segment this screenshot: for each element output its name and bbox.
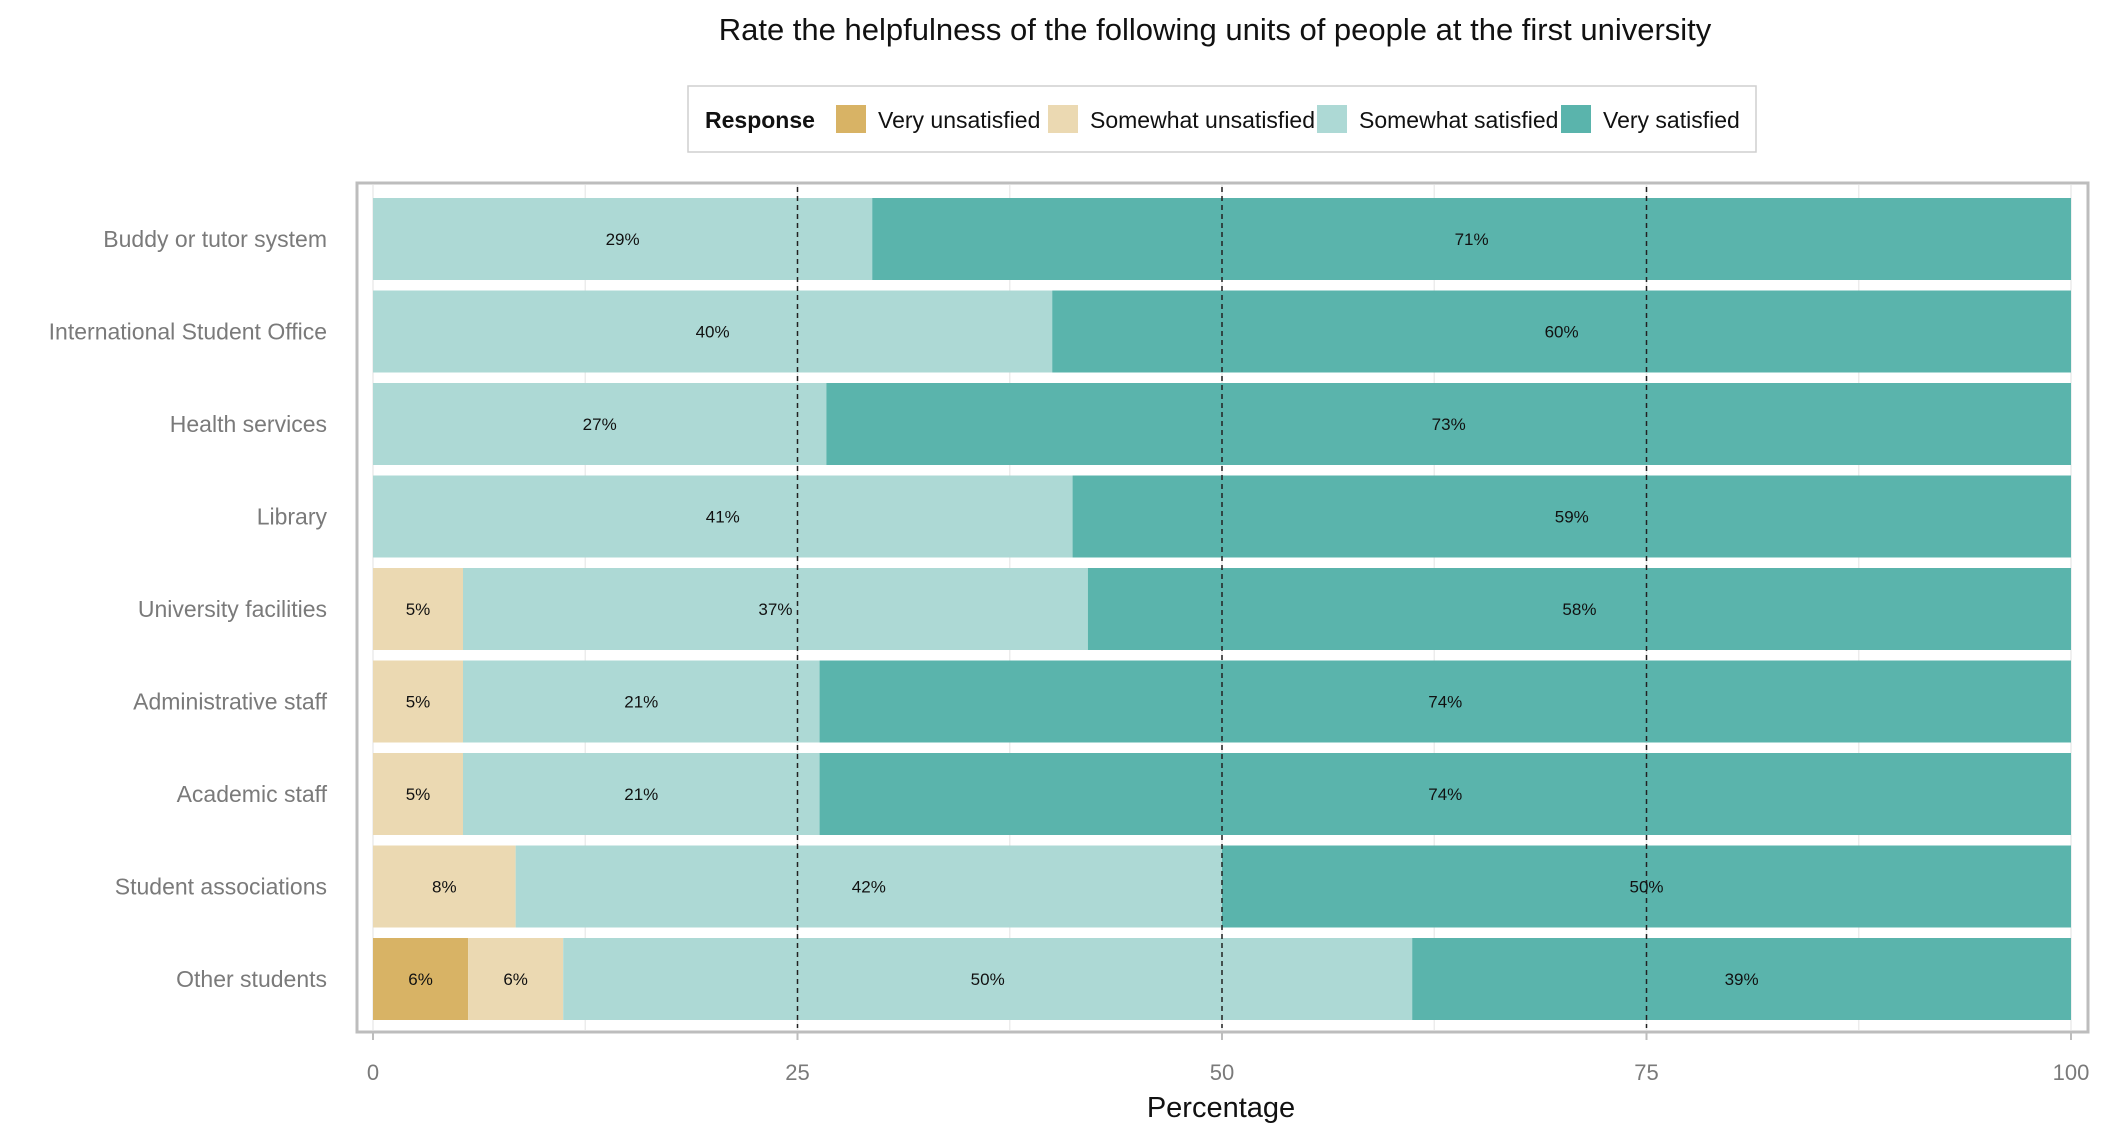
bar-value-label: 5%	[406, 600, 431, 619]
bar-value-label: 5%	[406, 693, 431, 712]
bar-value-label: 39%	[1725, 970, 1759, 989]
bar-value-label: 42%	[852, 878, 886, 897]
legend-label: Very unsatisfied	[878, 107, 1040, 133]
bar-segment-somewhat-satisfied	[563, 938, 1413, 1020]
x-tick-label: 100	[2053, 1060, 2090, 1085]
chart-title: Rate the helpfulness of the following un…	[719, 12, 1712, 47]
bar-value-label: 5%	[406, 785, 431, 804]
legend-key-very-satisfied	[1561, 105, 1591, 133]
bar-value-label: 8%	[432, 878, 457, 897]
bar-segment-somewhat-unsatisfied	[373, 568, 463, 650]
bar-value-label: 29%	[606, 230, 640, 249]
bar-segment-somewhat-satisfied	[373, 290, 1053, 373]
bar-segment-somewhat-satisfied	[373, 198, 873, 280]
category-label: Buddy or tutor system	[103, 226, 327, 252]
bar-segment-somewhat-satisfied	[462, 660, 820, 743]
bar-value-label: 74%	[1428, 785, 1462, 804]
x-tick-label: 25	[785, 1060, 809, 1085]
legend: Response Very unsatisfied Somewhat unsati…	[687, 85, 1757, 153]
bar-value-label: 73%	[1432, 415, 1466, 434]
bar-segment-somewhat-satisfied	[373, 475, 1073, 558]
bar-segment-very-satisfied	[819, 753, 2071, 835]
category-label: Student associations	[115, 874, 327, 900]
bar-segment-very-satisfied	[1412, 938, 2071, 1020]
bar-segment-very-satisfied	[819, 660, 2071, 743]
category-label: Health services	[170, 411, 327, 437]
bar-segment-very-satisfied	[1072, 475, 2071, 558]
bar-segment-very-satisfied	[872, 198, 2072, 280]
bar-value-label: 6%	[408, 970, 433, 989]
bar-value-label: 21%	[624, 693, 658, 712]
bar-value-label: 27%	[583, 415, 617, 434]
bar-segment-very-unsatisfied	[373, 938, 469, 1020]
category-label: International Student Office	[49, 319, 327, 345]
legend-label: Very satisfied	[1603, 107, 1740, 133]
x-tick-label: 50	[1210, 1060, 1234, 1085]
bar-segment-somewhat-satisfied	[462, 753, 820, 835]
category-label: Other students	[176, 966, 327, 992]
x-tick-label: 75	[1634, 1060, 1658, 1085]
bar-segment-somewhat-unsatisfied	[373, 753, 463, 835]
legend-label: Somewhat unsatisfied	[1090, 107, 1315, 133]
bar-value-label: 58%	[1562, 600, 1596, 619]
category-label: Library	[257, 504, 328, 530]
bar-value-label: 59%	[1555, 508, 1589, 527]
legend-key-somewhat-unsatisfied	[1048, 105, 1078, 133]
bar-value-label: 37%	[758, 600, 792, 619]
legend-title: Response	[705, 107, 815, 133]
bar-value-label: 6%	[503, 970, 528, 989]
x-axis-title: Percentage	[1147, 1092, 1295, 1124]
bar-segment-somewhat-unsatisfied	[373, 845, 516, 928]
bar-value-label: 21%	[624, 785, 658, 804]
bar-segment-very-satisfied	[1222, 845, 2071, 928]
bar-segment-somewhat-unsatisfied	[468, 938, 564, 1020]
bar-segment-somewhat-satisfied	[373, 383, 827, 465]
category-label: University facilities	[138, 596, 327, 622]
legend-key-somewhat-satisfied	[1317, 105, 1347, 133]
bar-segment-somewhat-unsatisfied	[373, 660, 463, 743]
bar-value-label: 60%	[1545, 323, 1579, 342]
bar-value-label: 71%	[1455, 230, 1489, 249]
legend-key-very-unsatisfied	[836, 105, 866, 133]
plot-area: 29% 71% 40% 60% 27% 73% 41% 59% 5% 37% 58% 5% 21% 74%…	[49, 181, 2090, 1085]
bar-segment-very-satisfied	[826, 383, 2072, 465]
x-tick-label: 0	[367, 1060, 379, 1085]
bar-segment-very-satisfied	[1087, 568, 2071, 650]
category-label: Administrative staff	[133, 689, 327, 715]
bar-segment-somewhat-satisfied	[462, 568, 1088, 650]
bar-value-label: 50%	[971, 970, 1005, 989]
bar-value-label: 74%	[1428, 693, 1462, 712]
legend-label: Somewhat satisfied	[1359, 107, 1558, 133]
bar-value-label: 41%	[706, 508, 740, 527]
bar-value-label: 50%	[1629, 878, 1663, 897]
bar-segment-somewhat-satisfied	[515, 845, 1222, 928]
category-label: Academic staff	[177, 781, 328, 807]
bar-value-label: 40%	[696, 323, 730, 342]
